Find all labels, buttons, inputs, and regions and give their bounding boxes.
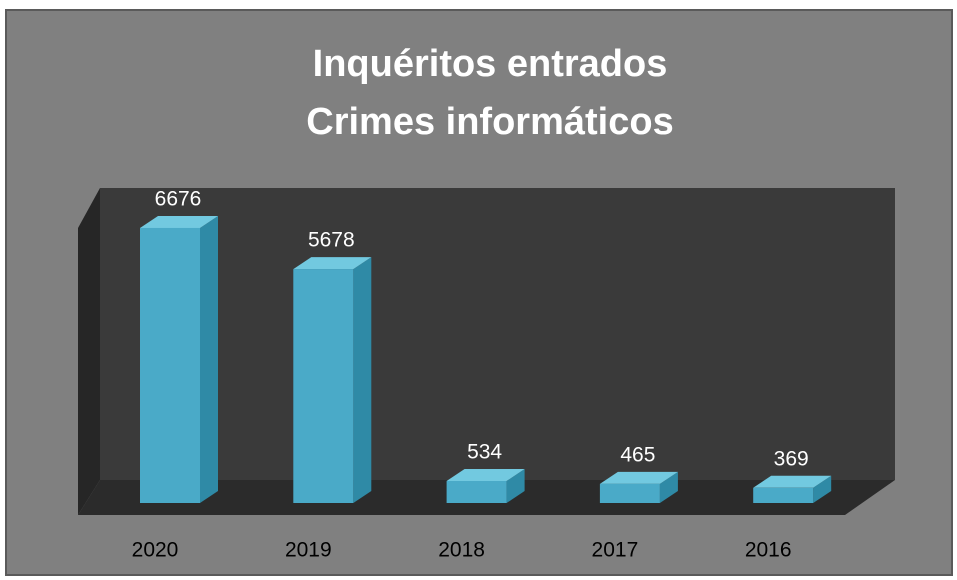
bar-top — [140, 215, 218, 228]
bar-front — [140, 227, 200, 504]
data-label: 534 — [467, 441, 502, 464]
x-tick-label: 2016 — [745, 539, 792, 562]
x-tick-label: 2019 — [285, 539, 332, 562]
bar — [753, 475, 832, 503]
data-label: 465 — [620, 443, 655, 466]
bar-side — [813, 475, 832, 503]
bar-side — [659, 471, 678, 503]
bar-top — [753, 475, 832, 488]
bar-top — [599, 471, 678, 484]
chart-title: Inquéritos entrados — [313, 43, 668, 85]
data-label: 6676 — [155, 187, 202, 210]
chart-title: Crimes informáticos — [306, 101, 673, 143]
bar — [140, 215, 218, 504]
bar-top — [293, 257, 372, 270]
side-wall — [78, 188, 100, 515]
data-label: 369 — [774, 447, 809, 470]
back-wall — [100, 188, 895, 480]
bar-side — [200, 215, 218, 504]
x-tick-label: 2018 — [438, 539, 485, 562]
bar-top — [446, 468, 525, 481]
bar-front — [753, 487, 814, 503]
bar — [599, 471, 678, 503]
bar-front — [293, 269, 354, 503]
x-tick-label: 2020 — [132, 539, 179, 562]
x-tick-label: 2017 — [592, 539, 639, 562]
bar — [293, 257, 372, 503]
data-label: 5678 — [308, 229, 355, 252]
bar-front — [446, 480, 507, 503]
bar-side — [506, 468, 525, 503]
bar-front — [599, 483, 660, 503]
bar-side — [353, 257, 372, 503]
bar — [446, 468, 525, 503]
